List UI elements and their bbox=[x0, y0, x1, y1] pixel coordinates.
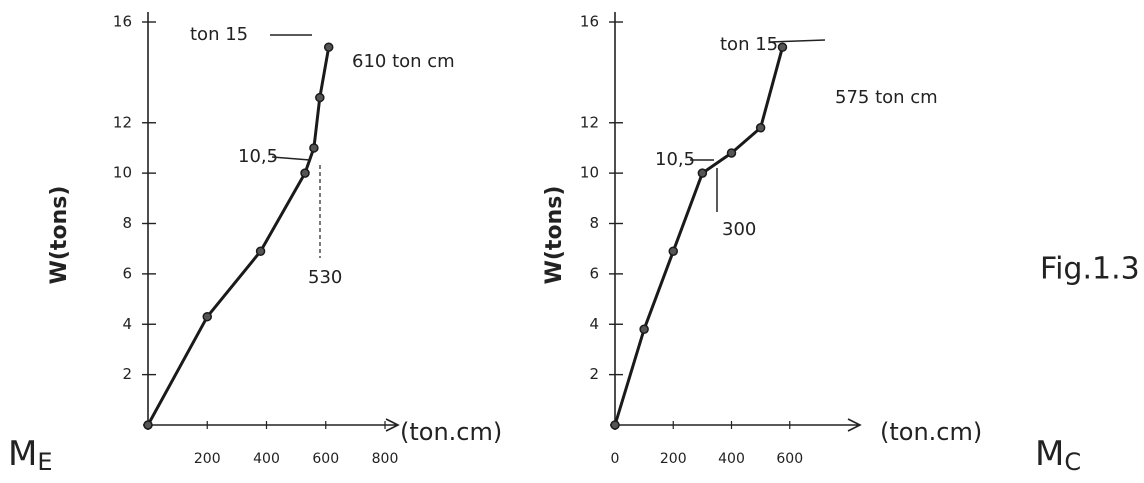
y-tick-label: 6 bbox=[122, 264, 132, 282]
y-tick-label: 6 bbox=[589, 264, 599, 282]
annotation: 530 bbox=[308, 267, 342, 288]
series-line bbox=[146, 46, 331, 426]
y-tick-label: 12 bbox=[580, 113, 599, 131]
x-tick-label: 400 bbox=[253, 451, 280, 467]
x-tick-label: 600 bbox=[776, 451, 803, 467]
x-tick-label: 0 bbox=[611, 451, 620, 467]
data-point bbox=[309, 143, 319, 153]
y-tick-label: 16 bbox=[113, 13, 132, 31]
panel-label-main: M bbox=[1035, 434, 1064, 474]
annotation: 10,5 bbox=[238, 146, 278, 167]
y-tick-label: 2 bbox=[589, 365, 599, 383]
y-tick-label: 2 bbox=[122, 365, 132, 383]
panel-label-main: M bbox=[8, 434, 37, 474]
x-tick-label: 800 bbox=[372, 451, 399, 467]
y-tick-label: 16 bbox=[580, 13, 599, 31]
x-tick-label: 400 bbox=[718, 451, 745, 467]
data-point bbox=[202, 311, 212, 322]
annotation: 575 ton cm bbox=[835, 87, 938, 108]
x-tick-label: 200 bbox=[194, 451, 221, 467]
panel-label-sub: E bbox=[37, 448, 52, 476]
x-tick-label: 200 bbox=[660, 451, 687, 467]
data-point bbox=[668, 246, 678, 256]
data-point bbox=[697, 168, 708, 178]
annotation-leader bbox=[271, 156, 311, 161]
annotation: 610 ton cm bbox=[352, 51, 455, 72]
data-point bbox=[315, 92, 325, 103]
data-point bbox=[610, 420, 620, 430]
y-tick-label: 8 bbox=[122, 214, 132, 232]
data-point bbox=[639, 324, 649, 335]
y-tick-label: 8 bbox=[589, 214, 599, 232]
data-point bbox=[755, 123, 766, 133]
data-point bbox=[777, 42, 788, 52]
series-line bbox=[613, 46, 784, 426]
x-axis bbox=[143, 418, 400, 432]
data-point bbox=[300, 168, 310, 178]
annotation: ton 15 bbox=[190, 24, 248, 45]
x-tick-label: 600 bbox=[312, 451, 339, 467]
data-point bbox=[323, 42, 334, 52]
x-axis-label: (ton.cm) bbox=[400, 418, 502, 446]
y-tick-label: 4 bbox=[589, 315, 599, 333]
annotation: 300 bbox=[722, 219, 756, 240]
x-axis-label: (ton.cm) bbox=[880, 418, 982, 446]
y-tick-label: 12 bbox=[113, 113, 132, 131]
y-tick-label: 4 bbox=[122, 315, 132, 333]
panel-label-sub: C bbox=[1064, 448, 1081, 476]
x-axis bbox=[610, 418, 862, 432]
data-point bbox=[143, 420, 153, 430]
y-tick-label: 10 bbox=[580, 164, 599, 182]
panel-label: MC bbox=[1035, 434, 1081, 477]
annotation-leader bbox=[769, 39, 826, 43]
annotation: 10,5 bbox=[655, 149, 695, 170]
annotation: ton 15 bbox=[720, 34, 778, 55]
data-point bbox=[255, 246, 266, 256]
figure-label: Fig.1.3 bbox=[1040, 252, 1140, 287]
data-point bbox=[726, 148, 737, 158]
y-axis-label: W(tons) bbox=[47, 186, 72, 285]
y-axis-label: W(tons) bbox=[542, 186, 567, 285]
y-tick-label: 10 bbox=[113, 164, 132, 182]
panel-label: ME bbox=[8, 434, 53, 477]
